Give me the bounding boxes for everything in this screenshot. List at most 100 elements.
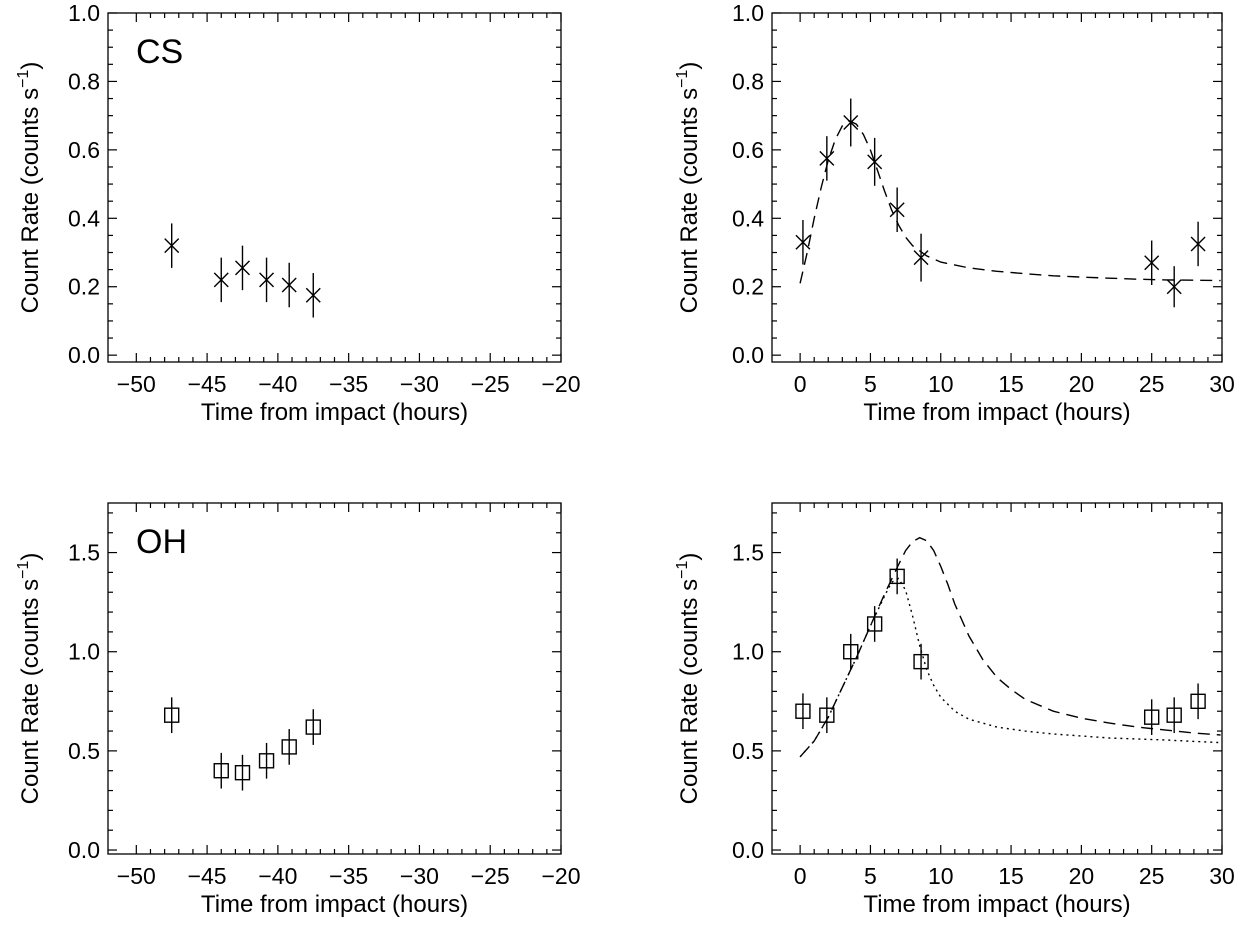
- data-point-x: [234, 260, 250, 276]
- y-tick-label: 0.2: [732, 274, 764, 300]
- x-tick-label: −25: [471, 863, 510, 889]
- data-point-x: [305, 287, 321, 303]
- x-tick-label: −50: [117, 863, 156, 889]
- y-axis-title-main: Count Rate (counts s: [17, 579, 44, 804]
- y-tick-label: 1.0: [68, 0, 100, 26]
- y-tick-label: 0.8: [732, 68, 764, 94]
- x-tick-label: 0: [794, 371, 807, 397]
- x-axis-title: Time from impact (hours): [863, 399, 1130, 426]
- data-point-x: [213, 272, 229, 288]
- data-point-x: [259, 272, 275, 288]
- data-point-x: [1190, 236, 1206, 252]
- y-tick-label: 1.0: [732, 639, 764, 665]
- x-axis-title: Time from impact (hours): [863, 891, 1130, 918]
- y-tick-label: 0.6: [68, 137, 100, 163]
- y-axis-title: Count Rate (counts s−1): [674, 62, 703, 314]
- y-tick-label: 0.2: [68, 274, 100, 300]
- x-axis-title: Time from impact (hours): [201, 891, 468, 918]
- data-point-x: [1166, 279, 1182, 295]
- data-point-square: [234, 764, 251, 781]
- y-tick-label: 1.5: [732, 540, 764, 566]
- data-point-square: [213, 763, 229, 779]
- panel-annotation: CS: [136, 33, 183, 71]
- data-point-square: [819, 707, 835, 723]
- data-point-x: [889, 202, 905, 218]
- x-tick-label: −20: [541, 371, 580, 397]
- x-tick-label: −30: [400, 863, 439, 889]
- y-axis-title-sup: −1: [674, 70, 691, 88]
- y-tick-label: 0.0: [68, 342, 100, 368]
- x-tick-label: −35: [329, 863, 368, 889]
- y-axis-title: Count Rate (counts s−1): [15, 62, 44, 314]
- y-tick-label: 1.0: [732, 0, 764, 26]
- y-axis-title-sup: −1: [15, 561, 32, 579]
- x-tick-label: 30: [1209, 371, 1235, 397]
- x-axis-title: Time from impact (hours): [201, 399, 468, 426]
- model-curve-dotted: [799, 577, 1221, 758]
- data-point-x: [795, 234, 811, 250]
- y-axis-title: Count Rate (counts s−1): [15, 553, 44, 805]
- data-point-x: [843, 114, 859, 130]
- y-axis-title-main: Count Rate (counts s: [676, 579, 703, 804]
- model-curve-dashed: [799, 119, 1221, 284]
- x-tick-label: 15: [998, 863, 1024, 889]
- data-point-square: [258, 753, 275, 769]
- chart-panel-top-right: 0 5 10 15 20 25 30 0.0 0.2 0.4 0.6 0.8 1.0 Time from …: [674, 0, 1235, 426]
- x-tick-label: −35: [329, 371, 368, 397]
- plot-frame: [771, 502, 1223, 855]
- data-point-x: [1144, 255, 1160, 271]
- y-tick-label: 0.6: [732, 137, 764, 163]
- x-tick-label: 10: [928, 371, 954, 397]
- x-tick-label: −45: [188, 863, 227, 889]
- data-point-square: [795, 703, 811, 719]
- y-axis-title-sup: −1: [674, 561, 691, 579]
- panel-annotation: OH: [136, 523, 187, 561]
- y-axis-title-main: Count Rate (counts s: [17, 88, 44, 313]
- x-tick-label: 10: [928, 863, 954, 889]
- data-point-x: [281, 277, 297, 293]
- data-point-square: [889, 568, 905, 585]
- y-axis-title-end: ): [676, 62, 703, 70]
- x-tick-label: 15: [998, 371, 1024, 397]
- y-axis-title-end: ): [17, 62, 44, 70]
- y-tick-label: 0.8: [68, 68, 100, 94]
- data-point-square: [1190, 693, 1206, 710]
- chart-panel-bottom-left: −50 −45 −40 −35 −30 −25 −20 0.0 0.5 1.0 1.5 Time fr…: [15, 502, 581, 918]
- x-tick-label: −30: [400, 371, 439, 397]
- data-point-square: [164, 707, 180, 723]
- y-tick-label: 0.0: [68, 837, 100, 863]
- data-point-square: [1143, 709, 1160, 725]
- x-tick-label: −40: [258, 371, 297, 397]
- x-tick-label: 25: [1139, 863, 1165, 889]
- y-axis-title-sup: −1: [15, 70, 32, 88]
- y-axis-title-end: ): [676, 553, 703, 561]
- data-point-square: [281, 739, 297, 755]
- x-tick-label: −25: [471, 371, 510, 397]
- x-tick-label: 30: [1209, 863, 1235, 889]
- model-curve-dashed: [799, 536, 1221, 758]
- x-tick-label: −50: [117, 371, 156, 397]
- data-point-x: [819, 150, 835, 166]
- data-point-square: [866, 616, 883, 632]
- x-tick-label: 0: [794, 863, 807, 889]
- y-tick-label: 0.4: [68, 205, 100, 231]
- x-tick-label: 25: [1139, 371, 1165, 397]
- y-axis-title-end: ): [17, 553, 44, 561]
- data-point-x: [164, 238, 180, 254]
- y-axis-title-main: Count Rate (counts s: [676, 88, 703, 313]
- x-tick-label: −20: [541, 863, 580, 889]
- x-tick-label: 5: [864, 863, 877, 889]
- y-tick-label: 0.4: [732, 205, 764, 231]
- x-tick-label: −40: [258, 863, 297, 889]
- y-tick-label: 0.0: [732, 837, 764, 863]
- data-point-square: [913, 653, 929, 670]
- data-point-square: [1166, 707, 1182, 723]
- plot-frame: [771, 12, 1223, 363]
- y-axis-title: Count Rate (counts s−1): [674, 553, 703, 805]
- x-tick-label: 5: [864, 371, 877, 397]
- data-point-square: [305, 719, 321, 735]
- y-tick-label: 0.0: [732, 342, 764, 368]
- x-tick-label: 20: [1069, 371, 1095, 397]
- y-tick-label: 1.0: [68, 639, 100, 665]
